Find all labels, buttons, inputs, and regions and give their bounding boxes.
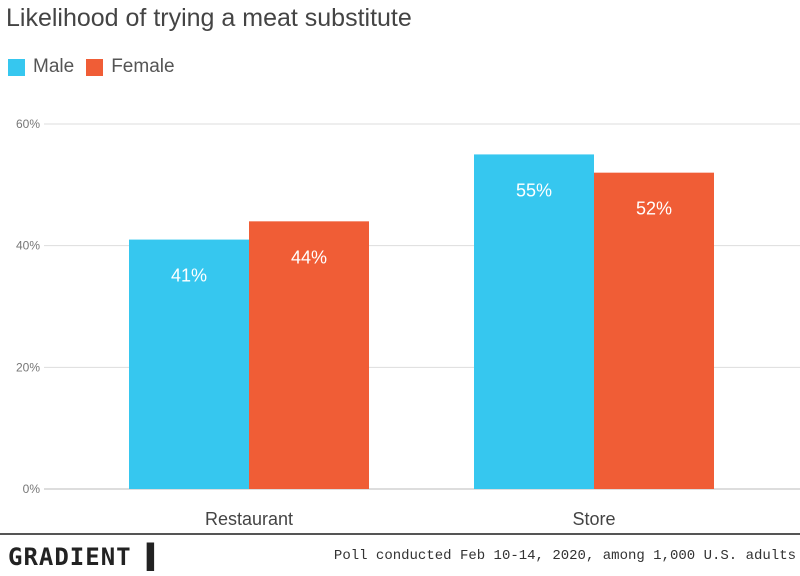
bar-female-restaurant [249, 221, 369, 490]
legend-item-female: Female [86, 56, 175, 78]
y-tick-label: 40% [16, 239, 40, 253]
legend-label-female: Female [111, 56, 175, 77]
brand-name: GRADIENT [8, 543, 132, 571]
source-note: Poll conducted Feb 10-14, 2020, among 1,… [333, 548, 796, 564]
brand-logo: GRADIENT ▌ [8, 543, 163, 571]
legend: Male Female [8, 56, 187, 78]
legend-swatch-male [8, 58, 25, 76]
legend-swatch-female [86, 58, 104, 76]
y-tick-label: 20% [16, 360, 40, 374]
y-tick-label: 0% [23, 482, 41, 496]
y-tick-label: 60% [16, 117, 40, 131]
legend-label-male: Male [33, 56, 75, 77]
bar-female-store [594, 172, 714, 489]
bar-male-restaurant [129, 239, 249, 489]
legend-item-male: Male [8, 56, 74, 78]
data-label: 55% [516, 180, 552, 200]
data-label: 44% [291, 247, 327, 267]
brand-mark: ▌ [131, 543, 163, 571]
x-tick-label: Store [572, 509, 615, 529]
data-label: 41% [171, 266, 207, 286]
x-tick-label: Restaurant [205, 509, 293, 529]
footer-divider [0, 533, 800, 535]
data-label: 52% [636, 199, 672, 219]
bar-male-store [474, 154, 594, 489]
chart-title: Likelihood of trying a meat substitute [6, 4, 412, 32]
